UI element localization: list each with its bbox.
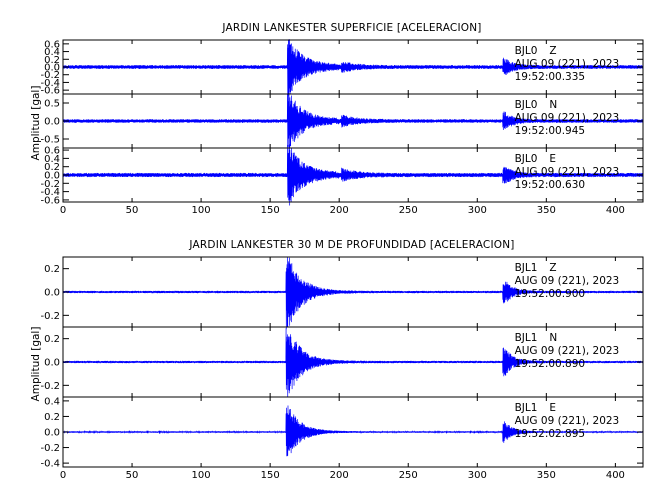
y-tick-label: -0.2	[40, 311, 60, 322]
x-tick-label: 250	[399, 205, 418, 216]
y-tick-label: 0.0	[44, 288, 60, 299]
y-tick-label: -0.5	[40, 135, 60, 146]
station-channel-label: BJL0 E	[515, 153, 556, 165]
time-label: 19:52:00.945	[515, 125, 586, 137]
waveform-line-BJL0-Z	[62, 39, 644, 97]
waveform-line-BJL1-Z	[62, 257, 644, 330]
x-tick-label: 100	[192, 470, 211, 481]
y-tick-label: 0.6	[44, 146, 60, 157]
y-tick-label: 0.4	[44, 47, 60, 58]
x-tick-label: 50	[126, 205, 139, 216]
time-label: 19:52:00.630	[515, 179, 586, 191]
y-tick-label: 0.5	[44, 99, 60, 110]
y-tick-label: -0.4	[40, 78, 60, 89]
x-tick-label: 200	[330, 205, 349, 216]
station-channel-label: BJL0 Z	[515, 45, 557, 57]
waveform-line-BJL0-E	[62, 144, 644, 206]
x-tick-label: 300	[468, 470, 487, 481]
x-tick-label: 250	[399, 470, 418, 481]
waveform-line-BJL1-E	[62, 405, 644, 457]
y-tick-label: 0.0	[44, 63, 60, 74]
station-channel-label: BJL0 N	[515, 99, 558, 111]
date-label: AUG 09 (221), 2023	[515, 415, 620, 427]
x-tick-label: 350	[537, 470, 556, 481]
y-tick-label: 0.6	[44, 39, 60, 50]
x-tick-label: 150	[261, 205, 280, 216]
date-label: AUG 09 (221), 2023	[515, 345, 620, 357]
y-tick-label: 0.0	[44, 171, 60, 182]
x-tick-label: 400	[606, 470, 625, 481]
station-channel-label: BJL1 N	[515, 332, 558, 344]
bottom-figure-ylabel: Amplitud [gal]	[30, 327, 42, 402]
y-tick-label: -0.2	[40, 443, 60, 454]
y-tick-label: 0.0	[44, 358, 60, 369]
y-tick-label: 0.2	[44, 334, 60, 345]
date-label: AUG 09 (221), 2023	[515, 275, 620, 287]
y-tick-label: 0.2	[44, 55, 60, 66]
x-tick-label: 150	[261, 470, 280, 481]
waveform-line-BJL0-N	[62, 90, 644, 148]
date-label: AUG 09 (221), 2023	[515, 166, 620, 178]
y-tick-label: 0.2	[44, 264, 60, 275]
x-tick-label: 400	[606, 205, 625, 216]
station-channel-label: BJL1 Z	[515, 262, 557, 274]
waveform-line-BJL1-N	[62, 328, 644, 398]
y-tick-label: 0.0	[44, 428, 60, 439]
y-tick-label: -0.2	[40, 179, 60, 190]
y-tick-label: 0.4	[44, 396, 60, 407]
y-tick-label: -0.4	[40, 187, 60, 198]
x-tick-label: 0	[60, 205, 66, 216]
y-tick-label: 0.2	[44, 162, 60, 173]
time-label: 19:52:02.895	[515, 428, 586, 440]
y-tick-label: 0.4	[44, 154, 60, 165]
date-label: AUG 09 (221), 2023	[515, 58, 620, 70]
date-label: AUG 09 (221), 2023	[515, 112, 620, 124]
x-tick-label: 200	[330, 470, 349, 481]
top-figure-ylabel: Amplitud [gal]	[30, 86, 42, 161]
bottom-figure-title: JARDIN LANKESTER 30 M DE PROFUNDIDAD [AC…	[188, 239, 514, 251]
y-tick-label: 0.2	[44, 412, 60, 423]
y-tick-label: 0.0	[44, 117, 60, 128]
y-tick-label: -0.2	[40, 381, 60, 392]
x-tick-label: 350	[537, 205, 556, 216]
station-channel-label: BJL1 E	[515, 402, 556, 414]
time-label: 19:52:00.900	[515, 288, 586, 300]
x-tick-label: 50	[126, 470, 139, 481]
y-tick-label: -0.2	[40, 70, 60, 81]
x-tick-label: 100	[192, 205, 211, 216]
x-tick-label: 0	[60, 470, 66, 481]
time-label: 19:52:00.890	[515, 358, 586, 370]
x-tick-label: 300	[468, 205, 487, 216]
y-tick-label: -0.6	[40, 195, 60, 206]
y-tick-label: -0.6	[40, 86, 60, 97]
top-figure-title: JARDIN LANKESTER SUPERFICIE [ACELERACION…	[221, 22, 481, 34]
time-label: 19:52:00.335	[515, 71, 586, 83]
y-tick-label: -0.4	[40, 459, 60, 470]
